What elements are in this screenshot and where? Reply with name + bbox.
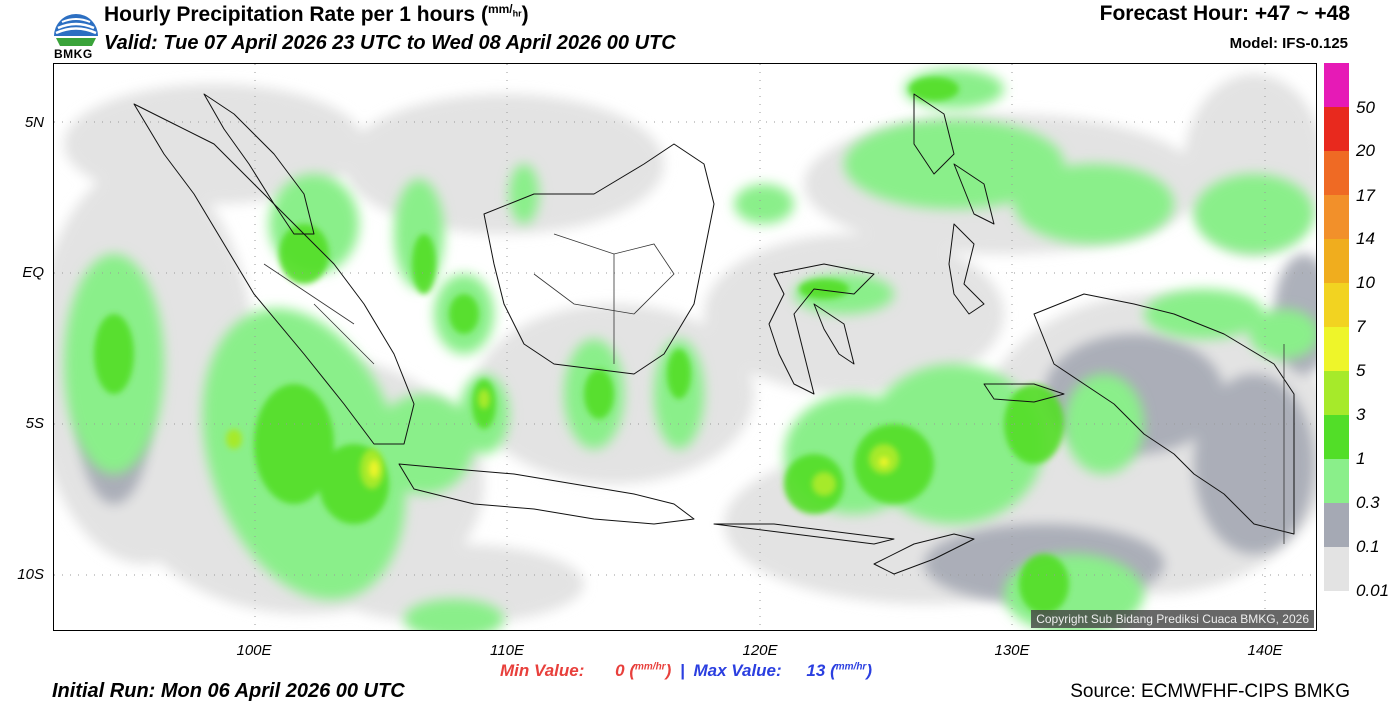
model-name: Model: IFS-0.125: [1229, 35, 1348, 52]
bmkg-logo: [52, 2, 100, 60]
colorbar-swatch-0-1: [1324, 503, 1349, 547]
lat-label-5s: 5S: [25, 415, 44, 432]
title-unit: (mm/hr): [480, 2, 529, 26]
lon-label-110e: 110E: [490, 642, 524, 659]
lat-label-eq: EQ: [22, 264, 44, 281]
lat-label-5n: 5N: [24, 114, 44, 131]
colorbar: [1324, 63, 1349, 591]
initial-run: Initial Run: Mon 06 April 2026 00 UTC: [52, 680, 405, 702]
colorbar-label-3: 3: [1356, 405, 1366, 424]
min-value-unit: (mm/hr): [629, 661, 672, 680]
max-value-unit: (mm/hr): [830, 661, 872, 680]
min-value-label: Min Value:: [500, 661, 585, 680]
copyright-badge: Copyright Sub Bidang Prediksi Cuaca BMKG…: [1031, 610, 1314, 628]
colorbar-swatch-3: [1324, 371, 1349, 415]
colorbar-label-17: 17: [1356, 186, 1375, 205]
peak-rain-cells: [369, 457, 889, 478]
max-value-label: Max Value:: [693, 661, 782, 680]
colorbar-label-0-3: 0.3: [1356, 493, 1380, 512]
colorbar-swatch-0-01: [1324, 547, 1349, 591]
map-canvas: [54, 64, 1316, 630]
colorbar-label-10: 10: [1356, 273, 1375, 292]
lon-label-100e: 100E: [236, 642, 272, 659]
colorbar-label-20: 20: [1356, 141, 1375, 160]
page-title: Hourly Precipitation Rate per 1 hours (m…: [104, 2, 529, 27]
heavy-rain-field: [94, 77, 1069, 614]
title-text: Hourly Precipitation Rate per 1 hours: [104, 3, 476, 26]
coastlines: [133, 93, 1295, 575]
colorbar-label-1: 1: [1356, 449, 1366, 468]
min-value: 0: [615, 661, 625, 680]
colorbar-swatch-1: [1324, 415, 1349, 459]
colorbar-swatch-0-3: [1324, 459, 1349, 503]
colorbar-swatch-50: [1324, 63, 1349, 107]
colorbar-label-5: 5: [1356, 361, 1366, 380]
colorbar-swatch-5: [1324, 327, 1349, 371]
colorbar-label-0-01: 0.01: [1356, 581, 1390, 600]
colorbar-swatch-20: [1324, 107, 1349, 151]
data-source: Source: ECMWFHF-CIPS BMKG: [1070, 681, 1350, 702]
valid-time: Valid: Tue 07 April 2026 23 UTC to Wed 0…: [104, 32, 676, 54]
stats-separator: |: [679, 661, 685, 680]
lon-label-120e: 120E: [742, 642, 778, 659]
lon-label-130e: 130E: [994, 642, 1030, 659]
logo-text: BMKG: [54, 47, 93, 61]
lon-label-140e: 140E: [1247, 642, 1283, 659]
colorbar-swatch-17: [1324, 151, 1349, 195]
max-value: 13: [806, 661, 826, 680]
colorbar-label-50: 50: [1356, 98, 1375, 117]
forecast-hour: Forecast Hour: +47 ~ +48: [1099, 2, 1350, 25]
lat-label-10s: 10S: [17, 566, 44, 583]
min-max-values: Min Value: 0 (mm/hr) | Max Value: 13 (mm…: [500, 661, 872, 681]
precipitation-map: Copyright Sub Bidang Prediksi Cuaca BMKG…: [53, 63, 1317, 631]
colorbar-swatch-10: [1324, 239, 1349, 283]
colorbar-label-7: 7: [1356, 317, 1366, 336]
colorbar-swatch-7: [1324, 283, 1349, 327]
province-borders: [263, 233, 1285, 544]
colorbar-swatch-14: [1324, 195, 1349, 239]
colorbar-label-0-1: 0.1: [1356, 537, 1380, 556]
colorbar-label-14: 14: [1356, 229, 1375, 248]
